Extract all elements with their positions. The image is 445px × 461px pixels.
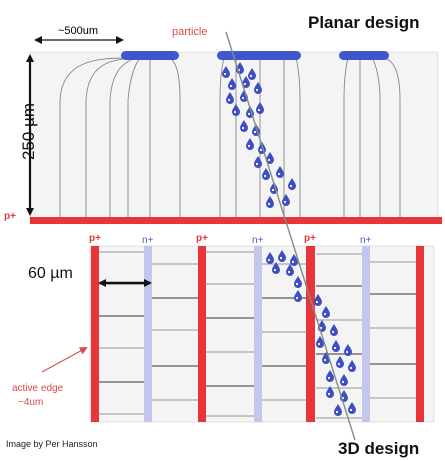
threed-p-column [91,246,99,422]
planar-n-label: n+ [252,39,264,50]
threed-p-label: p+ [89,233,101,244]
image-credit: Image by Per Hansson [6,439,98,449]
threed-n-column [144,246,152,422]
thickness-label: 250 µm [19,102,38,160]
threed-field-lines [99,251,416,419]
planar-n-electrode [217,51,301,60]
threed-n-label: n+ [142,235,154,246]
planar-n-label: n+ [358,39,370,50]
threed-p-column [306,246,315,422]
planar-n-electrode [121,51,179,60]
threed-n-label: n+ [252,235,264,246]
threed-p-column [198,246,206,422]
active-edge-value: ~4um [18,397,44,408]
threed-n-column [254,246,262,422]
active-edge-arrow [41,347,88,373]
particle-track [225,31,356,441]
active-edge-label: active edge [12,383,64,394]
spacing-label: ~500um [58,25,99,37]
threed-title: 3D design [338,439,420,458]
particle-label: particle [172,26,208,38]
threed-p-label: p+ [304,233,316,244]
planar-bulk [29,51,439,221]
threed-n-column [362,246,370,422]
threed-p-label: p+ [196,233,208,244]
planar-p-electrode [30,217,442,224]
distance-label: 60 µm [28,265,73,282]
planar-panel [26,36,442,224]
threed-p-column [416,246,424,422]
planar-n-label: n+ [140,39,152,50]
planar-title: Planar design [308,13,420,32]
planar-n-electrode [339,51,389,60]
planar-p-label: p+ [4,211,16,222]
threed-panel [41,245,435,423]
threed-n-label: n+ [360,235,372,246]
